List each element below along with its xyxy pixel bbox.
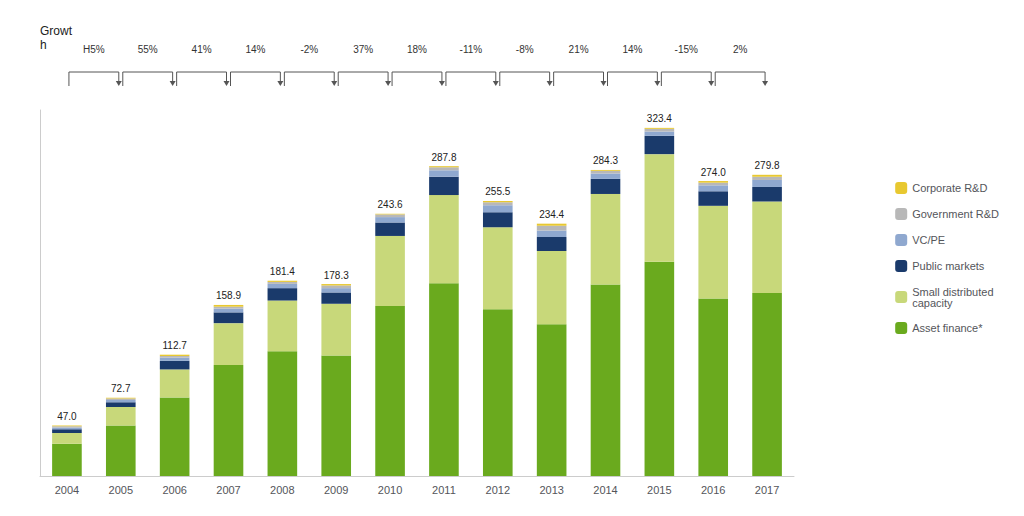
svg-text:287.8: 287.8 [431,152,456,163]
svg-text:2017: 2017 [755,484,779,496]
svg-text:255.5: 255.5 [485,186,510,197]
svg-text:-2%: -2% [300,44,318,55]
svg-text:158.9: 158.9 [216,290,241,301]
svg-text:274.0: 274.0 [701,167,726,178]
svg-text:178.3: 178.3 [324,270,349,281]
svg-text:2015: 2015 [647,484,671,496]
svg-text:234.4: 234.4 [539,209,564,220]
svg-text:2009: 2009 [324,484,348,496]
svg-text:18%: 18% [407,44,427,55]
svg-text:2005: 2005 [109,484,133,496]
svg-text:2008: 2008 [270,484,294,496]
svg-text:2014: 2014 [593,484,617,496]
svg-text:-11%: -11% [460,44,483,55]
svg-text:2004: 2004 [55,484,79,496]
svg-text:Government R&D: Government R&D [912,208,999,220]
svg-text:h: h [40,38,47,52]
svg-text:2%: 2% [733,44,748,55]
svg-text:55%: 55% [138,44,158,55]
svg-text:112.7: 112.7 [162,340,187,351]
svg-text:Corporate R&D: Corporate R&D [912,182,987,194]
svg-text:-8%: -8% [516,44,534,55]
svg-text:2007: 2007 [216,484,240,496]
svg-text:2012: 2012 [486,484,510,496]
svg-text:323.4: 323.4 [647,113,672,124]
svg-text:21%: 21% [569,44,589,55]
svg-text:Growt: Growt [40,24,73,38]
svg-text:2011: 2011 [432,484,456,496]
svg-text:2013: 2013 [539,484,563,496]
svg-text:72.7: 72.7 [111,383,131,394]
svg-text:14%: 14% [622,44,642,55]
svg-text:279.8: 279.8 [755,160,780,171]
svg-text:37%: 37% [353,44,373,55]
svg-text:VC/PE: VC/PE [912,234,945,246]
svg-text:Small distributed: Small distributed [912,285,994,298]
svg-text:2010: 2010 [378,484,402,496]
svg-text:181.4: 181.4 [270,266,295,277]
svg-text:2006: 2006 [162,484,186,496]
svg-text:41%: 41% [192,44,212,55]
svg-text:243.6: 243.6 [378,199,403,210]
svg-text:Public markets: Public markets [912,260,985,272]
svg-text:H5%: H5% [83,44,105,55]
svg-text:-15%: -15% [675,44,698,55]
svg-text:14%: 14% [245,44,265,55]
svg-text:capacity: capacity [912,297,953,309]
svg-text:284.3: 284.3 [593,155,618,166]
svg-text:47.0: 47.0 [57,411,77,422]
svg-text:Asset finance*: Asset finance* [912,322,983,334]
svg-text:2016: 2016 [701,484,725,496]
